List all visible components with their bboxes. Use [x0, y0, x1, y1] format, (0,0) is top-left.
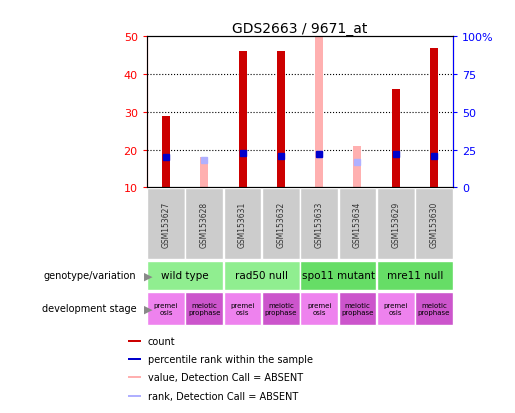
Bar [147, 261, 223, 290]
Text: count: count [148, 336, 175, 346]
Bar [415, 292, 453, 325]
Text: GSM153631: GSM153631 [238, 201, 247, 247]
Text: GSM153628: GSM153628 [200, 201, 209, 247]
Text: spo11 mutant: spo11 mutant [302, 271, 375, 281]
Bar [415, 189, 453, 259]
Bar [315, 37, 323, 188]
Bar [224, 189, 261, 259]
Text: development stage: development stage [42, 304, 136, 314]
Text: premei
osis: premei osis [384, 302, 408, 315]
Text: GSM153634: GSM153634 [353, 201, 362, 247]
Bar [200, 158, 208, 188]
Bar [224, 261, 300, 290]
Bar [128, 358, 141, 360]
Bar [147, 292, 185, 325]
Title: GDS2663 / 9671_at: GDS2663 / 9671_at [232, 22, 368, 36]
Text: premei
osis: premei osis [154, 302, 178, 315]
Text: percentile rank within the sample: percentile rank within the sample [148, 354, 313, 364]
Text: mre11 null: mre11 null [387, 271, 443, 281]
Bar [277, 52, 285, 188]
Text: ▶: ▶ [144, 271, 153, 281]
Text: meiotic
prophase: meiotic prophase [188, 302, 220, 315]
Bar [128, 340, 141, 342]
Text: GSM153632: GSM153632 [277, 201, 285, 247]
Text: meiotic
prophase: meiotic prophase [341, 302, 373, 315]
Text: premei
osis: premei osis [307, 302, 331, 315]
Text: meiotic
prophase: meiotic prophase [418, 302, 450, 315]
Bar [224, 292, 261, 325]
Text: GSM153629: GSM153629 [391, 201, 400, 247]
Text: genotype/variation: genotype/variation [44, 271, 136, 281]
Text: rad50 null: rad50 null [235, 271, 288, 281]
Bar [128, 395, 141, 396]
Bar [300, 261, 376, 290]
Bar [162, 116, 170, 188]
Bar [392, 90, 400, 188]
Bar [377, 261, 453, 290]
Bar [353, 147, 362, 188]
Bar [262, 292, 300, 325]
Bar [128, 377, 141, 378]
Bar [300, 292, 338, 325]
Text: GSM153630: GSM153630 [430, 201, 439, 247]
Bar [377, 189, 415, 259]
Bar [185, 292, 223, 325]
Text: wild type: wild type [161, 271, 209, 281]
Bar [185, 189, 223, 259]
Bar [339, 189, 376, 259]
Text: premei
osis: premei osis [230, 302, 255, 315]
Text: ▶: ▶ [144, 304, 153, 314]
Text: GSM153627: GSM153627 [161, 201, 170, 247]
Text: value, Detection Call = ABSENT: value, Detection Call = ABSENT [148, 373, 303, 382]
Bar [377, 292, 415, 325]
Bar [339, 292, 376, 325]
Text: meiotic
prophase: meiotic prophase [265, 302, 297, 315]
Bar [262, 189, 300, 259]
Text: GSM153633: GSM153633 [315, 201, 323, 247]
Bar [147, 189, 185, 259]
Bar [238, 52, 247, 188]
Text: rank, Detection Call = ABSENT: rank, Detection Call = ABSENT [148, 391, 298, 401]
Bar [300, 189, 338, 259]
Bar [430, 48, 438, 188]
